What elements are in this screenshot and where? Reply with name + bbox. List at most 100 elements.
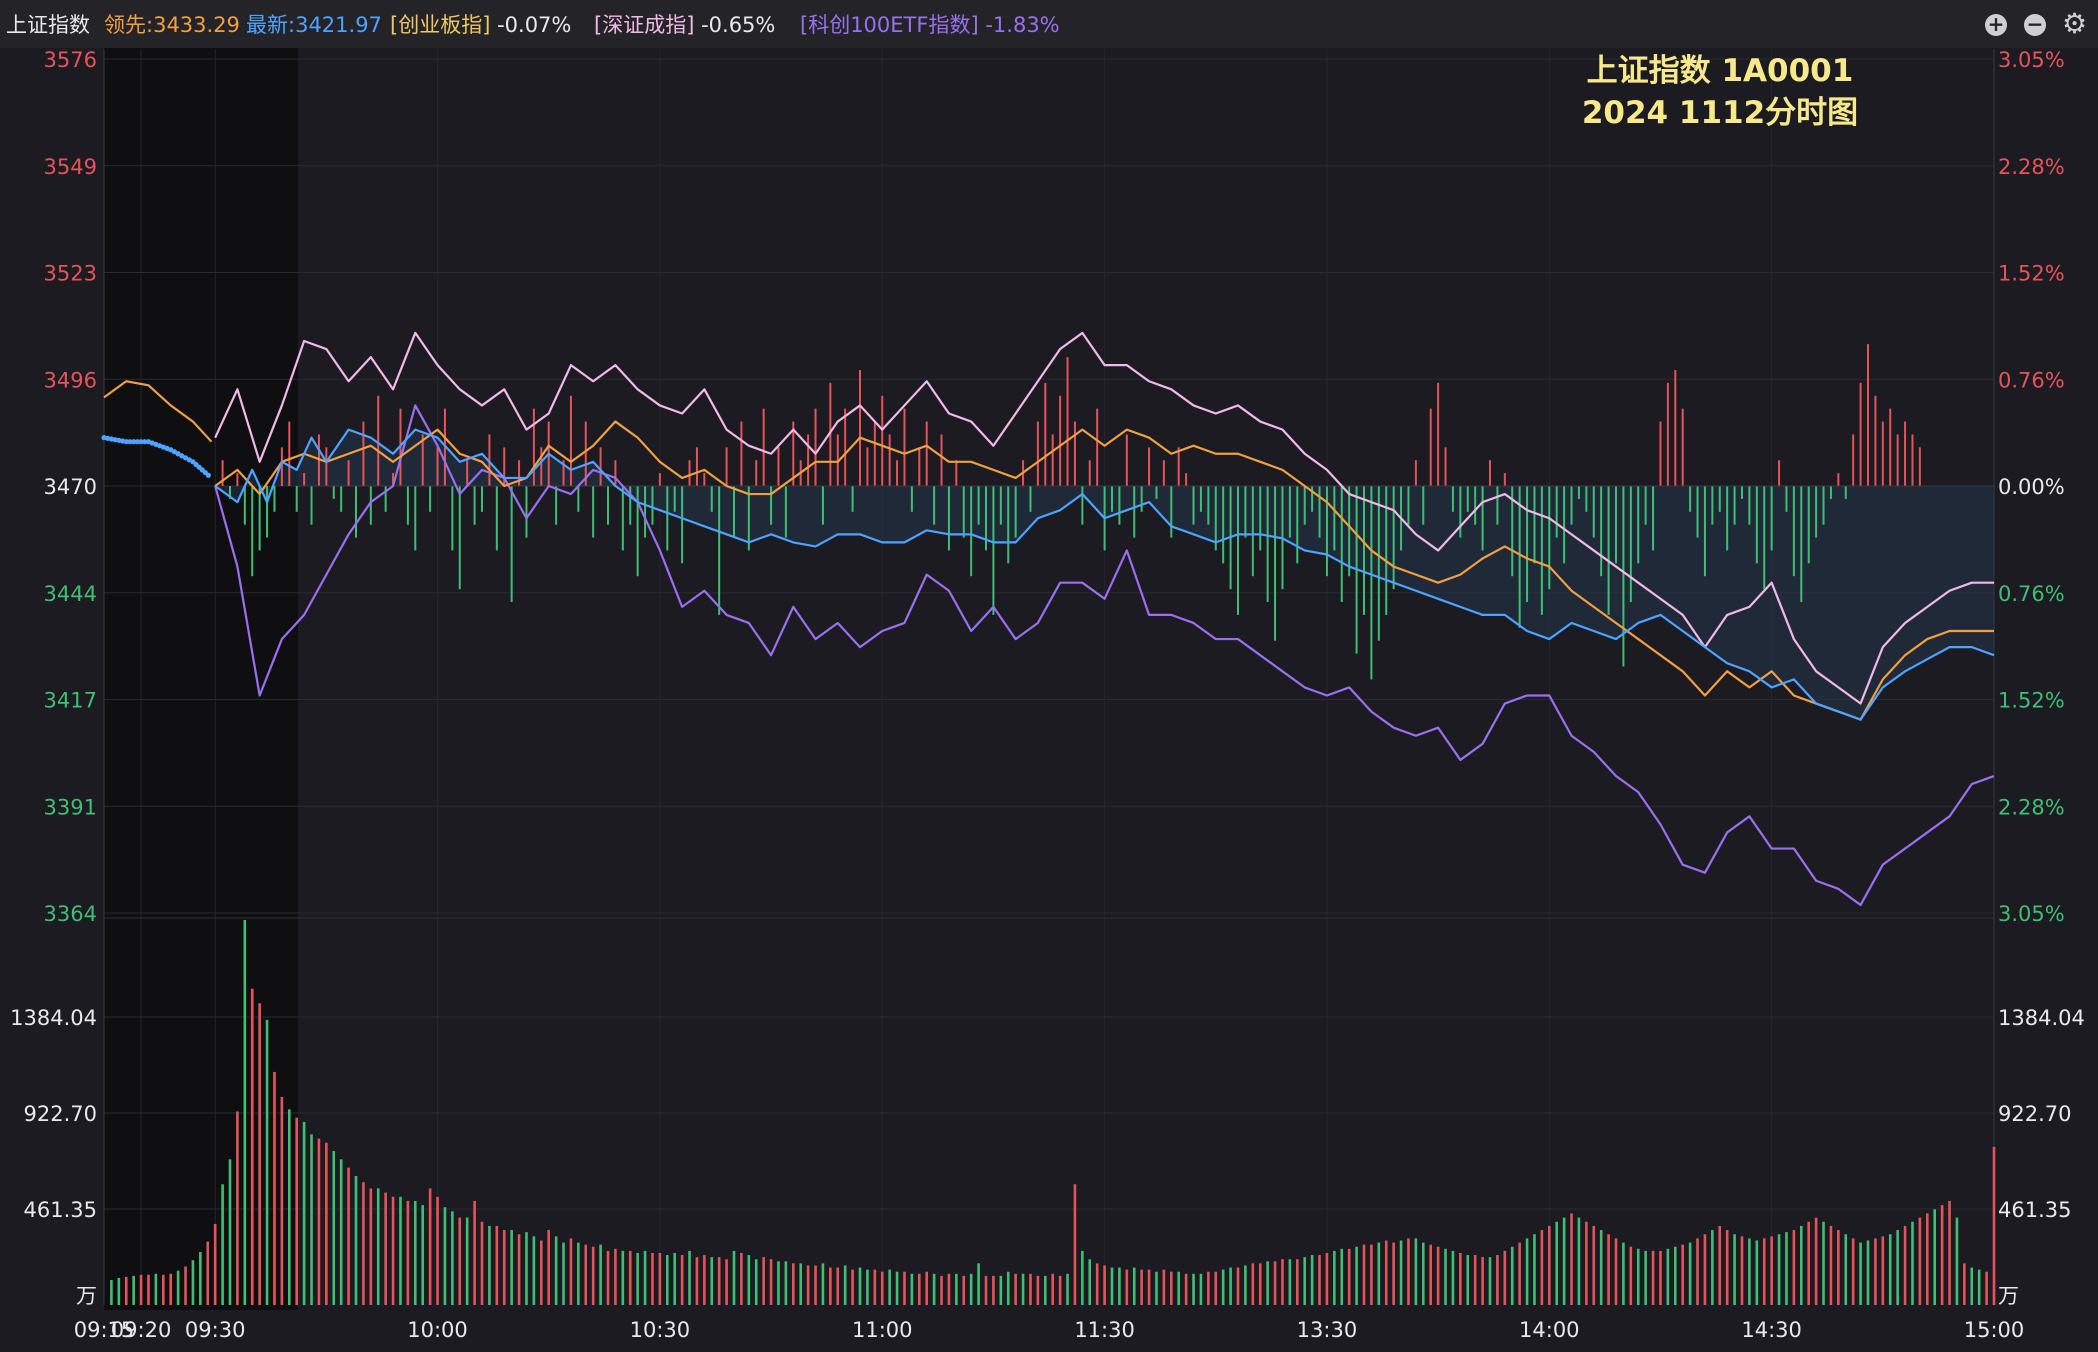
diff-bar	[1496, 486, 1499, 525]
volume-bar	[547, 1230, 551, 1305]
volume-bar	[413, 1200, 417, 1305]
diff-bar	[332, 486, 335, 499]
left-axis-ticks: 3576 3549 3523 3496 3470 3444 3417 3391 3364	[44, 48, 97, 926]
diff-bar	[918, 447, 921, 486]
y-tick-label: 3576	[44, 48, 97, 72]
diff-bar	[1748, 486, 1751, 525]
volume-bar	[154, 1273, 158, 1305]
volume-bar	[791, 1263, 795, 1305]
diff-bar	[1785, 486, 1788, 512]
volume-bar	[465, 1217, 469, 1305]
volume-bar	[628, 1250, 632, 1305]
diff-bar	[666, 486, 669, 551]
y-tick-label: 2.28%	[1998, 155, 2065, 179]
volume-bar	[1592, 1225, 1596, 1305]
volume-bar	[406, 1200, 410, 1305]
volume-bar	[1503, 1250, 1507, 1305]
volume-bar	[599, 1244, 602, 1305]
diff-bar	[1007, 486, 1010, 564]
diff-bar	[1385, 486, 1388, 615]
diff-bar	[540, 447, 543, 486]
preopen-dot	[138, 439, 144, 445]
volume-bar	[1488, 1257, 1492, 1305]
diff-bar	[1140, 486, 1143, 512]
diff-bar	[1333, 486, 1336, 551]
diff-bar	[977, 486, 980, 525]
volume-bar	[1310, 1255, 1314, 1305]
volume-bar	[1992, 1146, 1996, 1305]
compare-szse[interactable]: [深证成指] -0.65%	[594, 0, 775, 48]
compare-change: -1.83%	[985, 13, 1060, 37]
diff-bar	[1852, 434, 1855, 486]
volume-bar	[1599, 1230, 1603, 1305]
diff-bar	[1518, 486, 1521, 628]
diff-bar	[1800, 486, 1803, 603]
volume-bar	[1933, 1209, 1937, 1305]
diff-bar	[718, 486, 721, 615]
diff-bar	[414, 486, 417, 551]
diff-bar	[821, 486, 824, 525]
y-tick-label: 3391	[44, 795, 97, 819]
diff-bar	[384, 486, 387, 512]
volume-bar	[1066, 1273, 1069, 1305]
volume-bar	[762, 1257, 765, 1305]
diff-bar	[881, 395, 884, 486]
volume-bar	[428, 1188, 432, 1305]
diff-bar	[518, 460, 521, 486]
diff-bar	[288, 421, 291, 486]
diff-bar	[762, 408, 765, 486]
diff-bar	[1444, 447, 1447, 486]
volume-bar	[1006, 1271, 1010, 1305]
volume-bar	[1081, 1250, 1084, 1305]
volume-bar	[1110, 1267, 1114, 1305]
volume-bar	[917, 1273, 921, 1305]
diff-bar	[1437, 382, 1440, 486]
volume-bar	[495, 1225, 499, 1305]
volume-bar	[1562, 1217, 1566, 1305]
latest-readout: 最新:3421.97	[246, 0, 382, 48]
volume-bar	[110, 1280, 113, 1305]
volume-bar	[236, 1111, 239, 1305]
volume-bar	[1177, 1271, 1181, 1305]
volume-bar	[992, 1275, 995, 1305]
diff-bar	[644, 486, 647, 538]
diff-bar	[1451, 486, 1454, 512]
volume-tick-label: 1384.04	[10, 1006, 97, 1030]
diff-bar	[1073, 421, 1076, 486]
compare-star100[interactable]: [科创100ETF指数] -1.83%	[800, 0, 1060, 48]
zoom-out-icon[interactable]: −	[2024, 14, 2046, 36]
volume-bar	[132, 1275, 135, 1305]
volume-bar	[577, 1242, 580, 1305]
diff-bar	[673, 486, 676, 512]
zoom-in-icon[interactable]: +	[1985, 14, 2007, 36]
volume-bar	[1014, 1273, 1017, 1305]
compare-gem[interactable]: [创业板指] -0.07%	[390, 0, 571, 48]
y-tick-label: 3496	[44, 368, 97, 392]
volume-bar	[421, 1205, 425, 1305]
volume-bar	[1451, 1250, 1455, 1305]
volume-bar	[1073, 1184, 1077, 1305]
volume-bar	[1963, 1263, 1966, 1305]
volume-bar	[502, 1230, 506, 1305]
diff-bar	[1829, 486, 1832, 499]
volume-bar	[621, 1250, 625, 1305]
volume-bar	[866, 1269, 869, 1305]
volume-bar	[1770, 1236, 1773, 1305]
diff-bar	[1763, 486, 1766, 590]
volume-bar	[1977, 1269, 1981, 1305]
diff-bar	[1162, 460, 1165, 486]
x-tick-label: 11:00	[852, 1318, 913, 1342]
volume-bar	[569, 1238, 573, 1305]
volume-bar	[399, 1196, 402, 1305]
diff-bar	[362, 421, 365, 486]
intraday-chart[interactable]: 3576 3549 3523 3496 3470 3444 3417 3391 3364 3.0…	[0, 48, 2098, 1352]
diff-bar	[1340, 486, 1343, 603]
diff-bar	[569, 395, 572, 486]
diff-bar	[1207, 486, 1210, 525]
diff-bar	[1066, 357, 1069, 486]
diff-bar	[807, 434, 810, 486]
diff-bar	[1741, 486, 1743, 499]
gear-icon[interactable]: ⚙	[2062, 7, 2088, 40]
volume-bar	[1718, 1225, 1722, 1305]
diff-bar	[970, 486, 973, 577]
